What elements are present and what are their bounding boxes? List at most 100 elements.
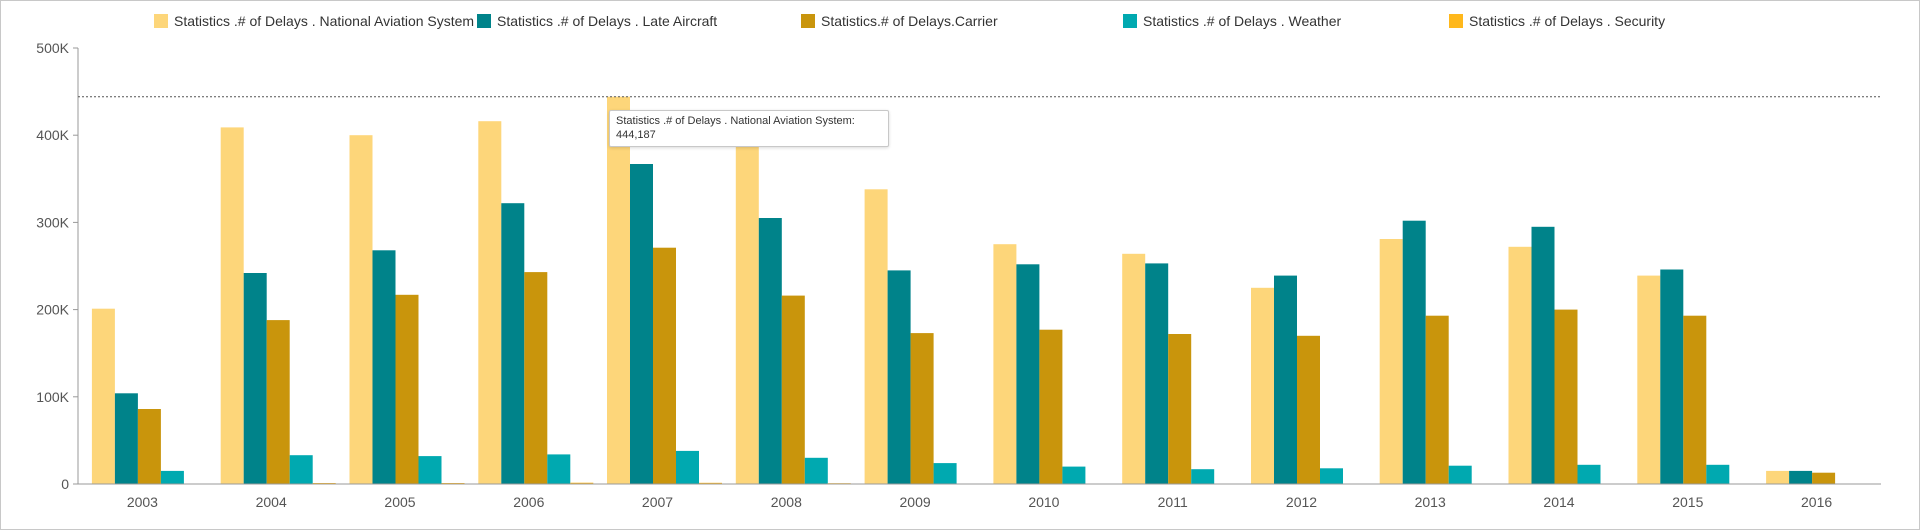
bar-2015-1[interactable] <box>1660 269 1684 485</box>
bar-2012-3[interactable] <box>1320 468 1343 484</box>
legend-item[interactable]: Statistics .# of Delays . Security <box>1449 11 1665 31</box>
bar-2004-0[interactable] <box>220 127 244 485</box>
y-tick-label: 200K <box>36 302 69 318</box>
bar-2004-3[interactable] <box>289 455 313 484</box>
bar-2013-2[interactable] <box>1425 315 1449 484</box>
bar-2005-0[interactable] <box>349 135 373 484</box>
bar-2003-2[interactable] <box>137 409 161 484</box>
x-tick-label: 2007 <box>642 494 673 510</box>
legend-swatch <box>1449 14 1463 28</box>
bar-2008-1[interactable] <box>758 218 782 484</box>
y-tick-label: 300K <box>36 214 69 230</box>
bar-2013-3[interactable] <box>1448 465 1472 484</box>
bar-2014-1[interactable] <box>1531 226 1555 485</box>
x-tick-label: 2006 <box>513 494 544 510</box>
legend-swatch <box>154 14 168 28</box>
bar-2013-1[interactable] <box>1402 220 1426 484</box>
bar-2005-2[interactable] <box>395 294 419 484</box>
legend-item[interactable]: Statistics .# of Delays . Weather <box>1123 11 1341 31</box>
x-tick-label: 2014 <box>1543 494 1574 510</box>
bar-2011-1[interactable] <box>1145 263 1169 484</box>
bar-2015-0[interactable] <box>1637 275 1661 484</box>
y-tick-label: 500K <box>36 40 69 56</box>
bar-2007-4[interactable] <box>699 482 722 484</box>
bar-2007-1[interactable] <box>630 164 653 484</box>
y-axis: 0 100K 200K 300K 400K 500K <box>36 40 79 492</box>
bar-2005-3[interactable] <box>418 456 442 484</box>
bar-2016-2[interactable] <box>1812 472 1836 484</box>
bar-2008-3[interactable] <box>804 457 828 484</box>
bar-2012-0[interactable] <box>1251 287 1274 484</box>
bar-2012-2[interactable] <box>1297 335 1320 484</box>
bar-2012-1[interactable] <box>1274 275 1297 484</box>
bar-2009-1[interactable] <box>887 270 911 484</box>
y-tick-label: 100K <box>36 389 69 405</box>
x-tick-label: 2005 <box>384 494 415 510</box>
bar-2007-2[interactable] <box>653 247 676 484</box>
bar-2016-0[interactable] <box>1766 470 1790 484</box>
bar-2009-3[interactable] <box>933 463 957 484</box>
legend-swatch <box>1123 14 1137 28</box>
legend-label: Statistics .# of Delays . Late Aircraft <box>497 13 718 29</box>
legend-item[interactable]: Statistics .# of Delays . National Aviat… <box>154 11 474 31</box>
bar-2006-1[interactable] <box>501 203 525 484</box>
x-tick-label: 2008 <box>771 494 802 510</box>
x-tick-label: 2012 <box>1286 494 1317 510</box>
bar-2010-0[interactable] <box>993 244 1017 484</box>
x-tick-label: 2015 <box>1672 494 1703 510</box>
legend-swatch <box>801 14 815 28</box>
bar-2010-3[interactable] <box>1062 466 1086 484</box>
bar-2003-0[interactable] <box>91 308 115 484</box>
bars <box>91 96 1836 485</box>
data-tooltip: Statistics .# of Delays . National Aviat… <box>609 110 889 147</box>
bar-2011-2[interactable] <box>1168 334 1192 484</box>
bar-2004-1[interactable] <box>243 273 267 484</box>
bar-2011-3[interactable] <box>1191 469 1215 484</box>
legend-item[interactable]: Statistics .# of Delays . Late Aircraft <box>477 11 717 31</box>
x-tick-label: 2013 <box>1415 494 1446 510</box>
bar-2003-3[interactable] <box>160 470 184 484</box>
x-tick-label: 2003 <box>127 494 158 510</box>
x-tick-label: 2011 <box>1158 494 1188 510</box>
bar-2010-2[interactable] <box>1039 329 1063 484</box>
bar-2007-0[interactable] <box>607 96 630 484</box>
bar-2009-2[interactable] <box>910 333 934 484</box>
bar-2007-3[interactable] <box>676 450 699 484</box>
bar-2008-2[interactable] <box>781 295 805 484</box>
bar-2010-1[interactable] <box>1016 264 1040 484</box>
x-tick-label: 2016 <box>1801 494 1832 510</box>
legend-label: Statistics .# of Delays . Security <box>1469 13 1666 29</box>
bar-2014-3[interactable] <box>1577 464 1601 484</box>
bar-2013-0[interactable] <box>1379 239 1403 484</box>
bar-2004-2[interactable] <box>266 320 290 484</box>
legend-swatch <box>477 14 491 28</box>
legend-item[interactable]: Statistics.# of Delays.Carrier <box>801 11 998 31</box>
chart-legend: Statistics .# of Delays . National Aviat… <box>1 1 1919 41</box>
bar-2008-0[interactable] <box>735 128 759 484</box>
bar-2016-1[interactable] <box>1789 470 1813 484</box>
bar-2003-1[interactable] <box>114 393 138 484</box>
legend-label: Statistics .# of Delays . Weather <box>1143 13 1342 29</box>
bar-2015-2[interactable] <box>1683 315 1707 484</box>
bar-2014-0[interactable] <box>1508 246 1532 484</box>
bar-2014-2[interactable] <box>1554 309 1578 484</box>
tooltip-label: Statistics .# of Delays . National Aviat… <box>616 115 855 127</box>
bar-2006-4[interactable] <box>570 482 594 484</box>
bar-2011-0[interactable] <box>1122 253 1146 484</box>
y-tick-label: 400K <box>36 127 69 143</box>
bar-2006-2[interactable] <box>524 272 548 484</box>
legend-label: Statistics .# of Delays . National Aviat… <box>174 13 475 29</box>
bar-2006-3[interactable] <box>547 454 571 484</box>
bar-2005-1[interactable] <box>372 250 396 484</box>
x-axis: 2003 2004 2005 2006 2007 2008 2009 2010 2011 2012… <box>78 483 1881 510</box>
bar-2006-0[interactable] <box>478 121 502 484</box>
x-tick-label: 2010 <box>1028 494 1059 510</box>
x-tick-label: 2004 <box>256 494 287 510</box>
bar-2015-3[interactable] <box>1706 464 1730 484</box>
y-tick-label: 0 <box>61 476 69 492</box>
bar-2009-0[interactable] <box>864 189 888 485</box>
x-tick-label: 2009 <box>900 494 931 510</box>
legend-label: Statistics.# of Delays.Carrier <box>821 13 998 29</box>
